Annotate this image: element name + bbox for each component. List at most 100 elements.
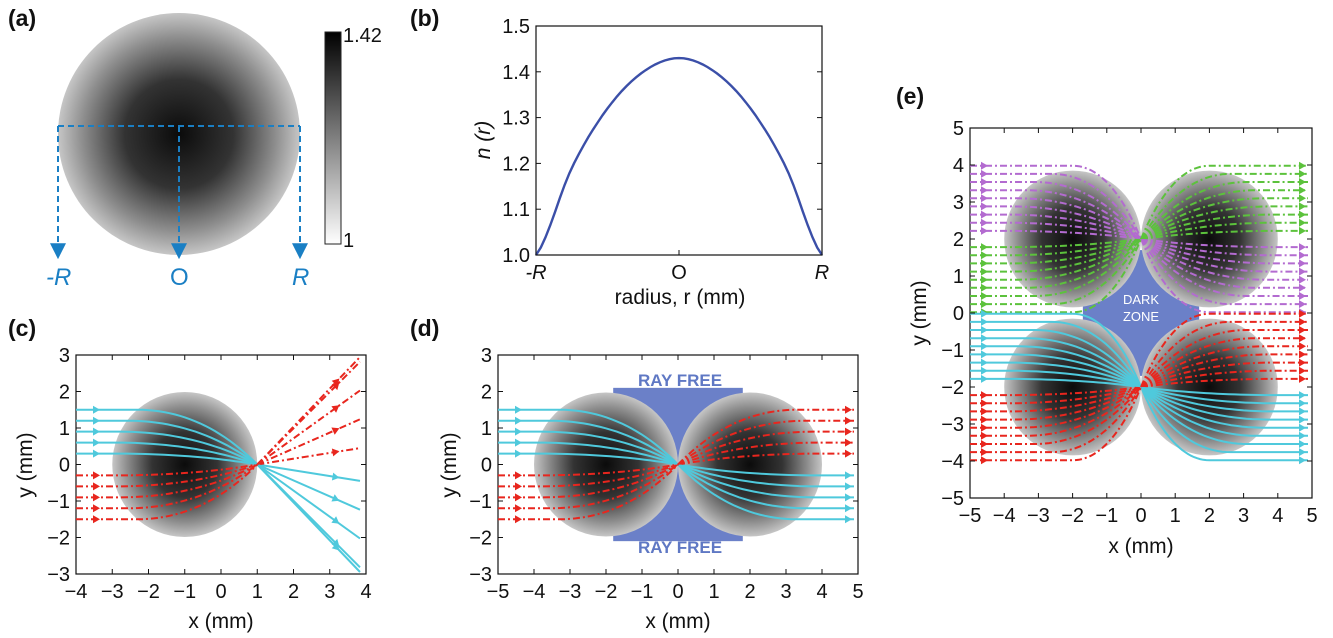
cyan-ray — [498, 408, 679, 466]
y-tick-label: −1 — [941, 340, 964, 362]
ray-arrow — [93, 449, 100, 458]
ray-arrow — [515, 438, 522, 447]
panel-c-label: (c) — [8, 315, 36, 341]
lens — [1141, 318, 1278, 456]
ray — [970, 172, 1142, 240]
ray-arrow — [1299, 202, 1306, 211]
panel-c-x-ticks: −4 −3 −2 −1 0 1 2 3 4 — [65, 355, 372, 603]
ray-arrow — [515, 504, 522, 513]
ray — [970, 312, 1142, 388]
ray-exit — [1140, 221, 1308, 240]
ray-exit — [1140, 238, 1308, 314]
panel-d-y-ticks: 3 2 1 0 −1 −2 −3 — [469, 345, 858, 586]
red-ray — [498, 463, 679, 521]
ray-arrow — [981, 178, 988, 186]
ray-arrow — [331, 472, 340, 481]
x-tick-label: −1 — [173, 581, 196, 603]
panel-c-xlabel: x (mm) — [188, 610, 253, 633]
red-ray — [76, 463, 258, 477]
ray-arrow — [93, 405, 100, 414]
ray-arrow — [981, 218, 988, 227]
y-tick-label: −1 — [469, 491, 492, 513]
ray-exit — [1140, 320, 1308, 388]
cyan-ray — [76, 430, 258, 466]
x-tick-label: −2 — [595, 581, 618, 603]
x-tick-label: −3 — [559, 581, 582, 603]
marker-minus-r: -R — [46, 264, 71, 291]
red-ray — [76, 463, 258, 488]
ray-arrow — [845, 449, 852, 458]
y-tick-label: 0 — [481, 455, 492, 477]
y-tick-label: −2 — [469, 528, 492, 550]
x-tick-label: 5 — [852, 581, 863, 603]
ray-arrow — [981, 342, 988, 351]
index-profile-line — [534, 56, 824, 256]
ray-arrow — [1299, 161, 1306, 170]
panel-c-ylabel: y (mm) — [14, 432, 37, 497]
lens — [1004, 318, 1141, 456]
x-tick-label: 0 — [1135, 505, 1146, 527]
panel-b-ylabel: n (r) — [472, 121, 495, 160]
ray-arrow — [981, 267, 988, 276]
ray-arrow — [981, 431, 988, 440]
ray-arrow — [93, 416, 100, 425]
ray-exit — [1140, 369, 1308, 388]
ray-arrow — [1299, 169, 1306, 178]
x-tick-label: 3 — [1238, 505, 1249, 527]
ray-arrow — [1299, 300, 1306, 309]
ray-arrow — [1299, 358, 1306, 367]
ray — [970, 238, 1142, 289]
x-tick-label: O — [671, 262, 687, 284]
panel-d-x-ticks: −5 −4 −3 −2 −1 0 1 2 3 4 5 — [487, 355, 864, 603]
x-tick-label: 2 — [1204, 505, 1215, 527]
panel-d-plot — [498, 387, 854, 542]
ray-exit — [1140, 377, 1308, 388]
y-tick-label: 0 — [59, 455, 70, 477]
ray-arrow — [1299, 226, 1306, 235]
ray-arrow — [331, 405, 340, 413]
ray — [970, 164, 1142, 240]
y-tick-label: −4 — [941, 451, 964, 473]
ray-arrow — [1299, 415, 1306, 424]
panel-a: (a) -R O R 1.42 1 — [8, 5, 382, 291]
ray-arrow — [1299, 186, 1306, 195]
ray-arrow — [981, 456, 988, 465]
ray-arrow — [981, 210, 988, 219]
ray-arrow — [331, 542, 340, 551]
ray — [970, 238, 1142, 297]
ray-arrow — [1299, 309, 1306, 318]
ray-arrow — [981, 259, 988, 268]
cyan-ray — [498, 419, 679, 466]
panel-c-y-ticks: 3 2 1 0 −1 −2 −3 — [47, 345, 366, 586]
ray — [970, 320, 1142, 388]
ray-arrow — [1299, 423, 1306, 432]
ray-arrow — [331, 516, 340, 524]
ray-arrow — [981, 300, 988, 309]
ray-exit — [1140, 238, 1308, 297]
ray — [970, 377, 1142, 388]
ray-arrow — [981, 326, 988, 334]
ray-arrow — [1299, 275, 1306, 284]
ray-exit — [1140, 312, 1308, 388]
red-ray-exit — [256, 389, 361, 466]
ray — [970, 238, 1142, 257]
ray-arrow — [981, 366, 988, 375]
y-tick-label: −3 — [47, 564, 70, 586]
y-tick-label: 1.3 — [502, 108, 530, 130]
cyan-ray-exit — [677, 463, 854, 521]
ray-arrow — [1299, 440, 1306, 448]
x-tick-label: 4 — [1272, 505, 1283, 527]
red-ray-exit — [257, 447, 361, 466]
lens — [678, 392, 822, 537]
red-ray-exit — [677, 430, 854, 466]
lens — [1004, 170, 1141, 308]
x-tick-label: 0 — [672, 581, 683, 603]
ray-arrow — [981, 399, 988, 408]
ray-arrow — [845, 427, 852, 436]
ray-exit — [1140, 386, 1308, 429]
red-ray-exit — [677, 419, 854, 466]
x-tick-label: −4 — [65, 581, 88, 603]
y-tick-label: 3 — [953, 192, 964, 214]
cyan-ray-exit — [256, 463, 361, 573]
